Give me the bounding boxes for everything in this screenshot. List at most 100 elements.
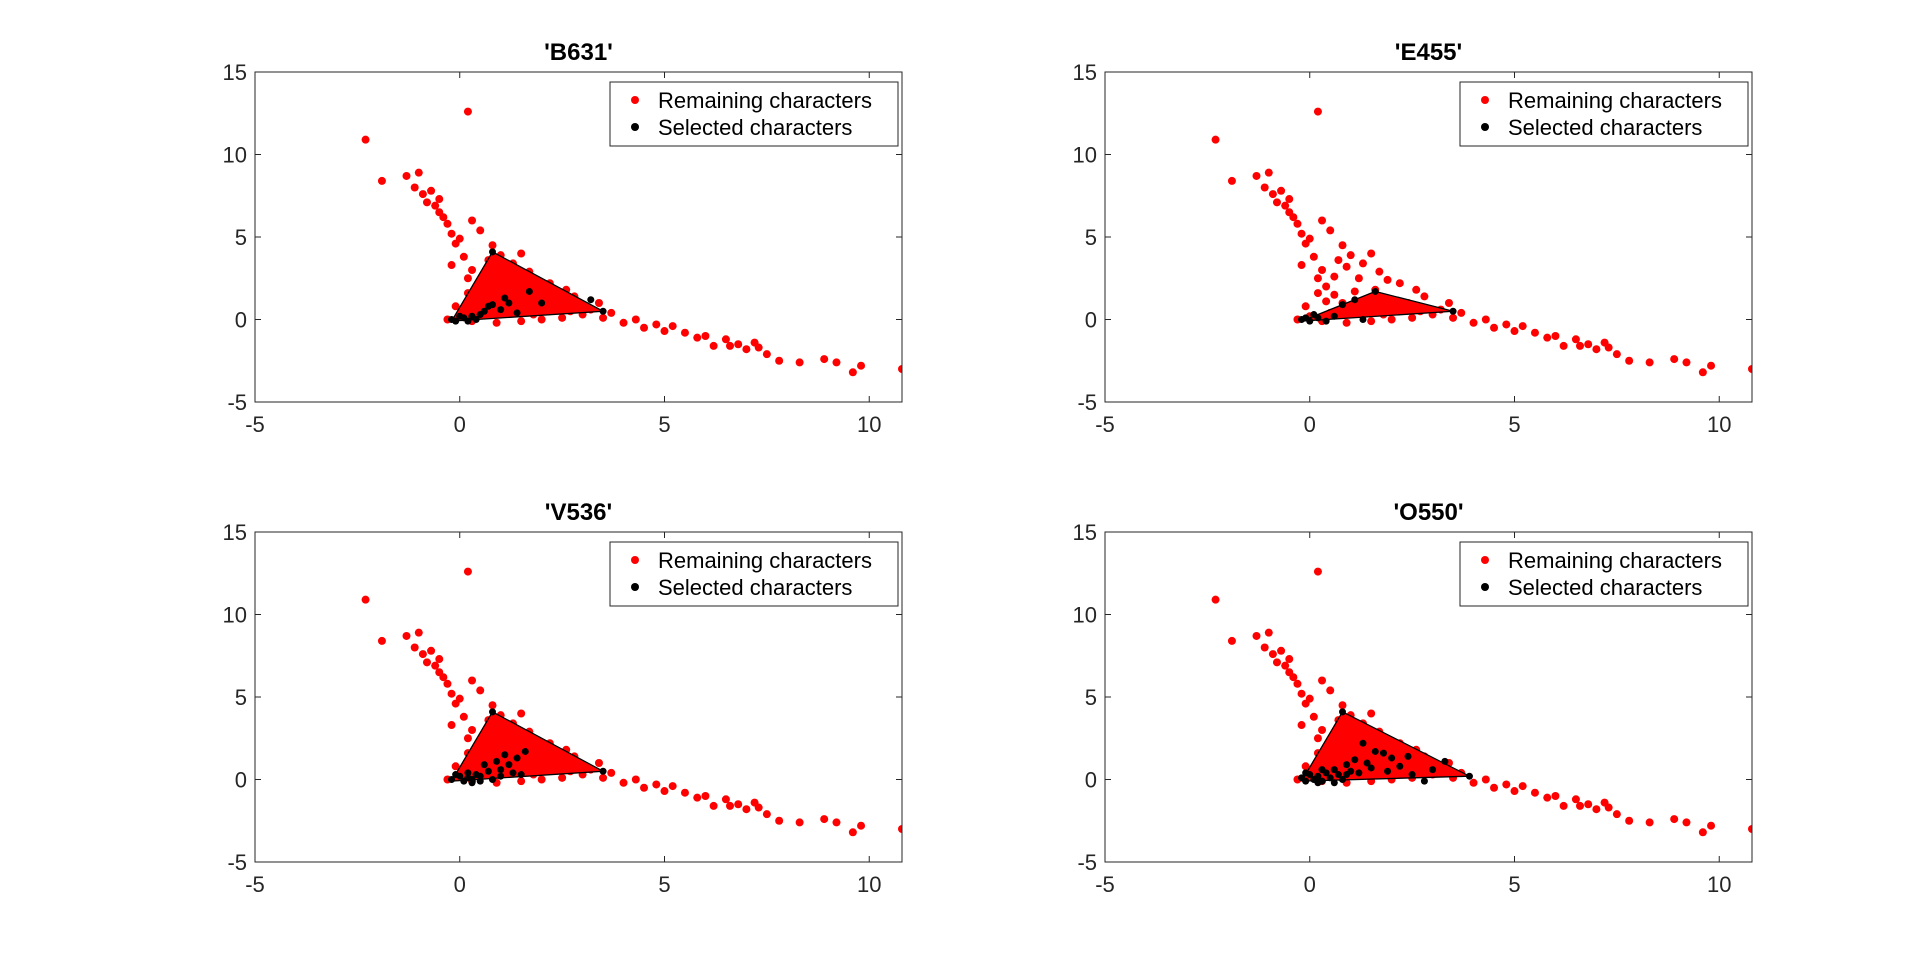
hull-outline bbox=[450, 710, 606, 782]
legend-label: Remaining characters bbox=[658, 548, 872, 573]
point-selected bbox=[1465, 772, 1473, 780]
legend-label: Remaining characters bbox=[1508, 548, 1722, 573]
y-tick-label: 10 bbox=[1073, 603, 1097, 628]
point-selected bbox=[1441, 757, 1449, 765]
point-selected bbox=[1330, 766, 1338, 774]
point-selected bbox=[1420, 777, 1428, 785]
point-remaining bbox=[709, 801, 718, 810]
point-remaining bbox=[447, 261, 456, 270]
point-remaining bbox=[435, 195, 444, 204]
point-remaining bbox=[1313, 107, 1322, 116]
point-remaining bbox=[594, 759, 603, 767]
point-remaining bbox=[476, 226, 485, 235]
x-tick-label: 10 bbox=[1707, 412, 1731, 437]
point-remaining bbox=[762, 350, 771, 359]
point-remaining bbox=[721, 795, 730, 804]
point-remaining bbox=[1387, 775, 1396, 784]
point-remaining bbox=[480, 290, 489, 299]
point-remaining bbox=[476, 686, 485, 695]
point-remaining bbox=[492, 262, 501, 271]
hull-fill bbox=[1301, 291, 1454, 322]
data-layer bbox=[361, 107, 902, 377]
point-selected bbox=[493, 757, 501, 765]
plot-title: 'O550' bbox=[1393, 499, 1463, 526]
data-layer bbox=[1211, 567, 1752, 837]
point-selected bbox=[489, 776, 497, 783]
point-remaining bbox=[1551, 332, 1560, 340]
point-remaining bbox=[1211, 135, 1220, 144]
point-remaining bbox=[1625, 356, 1634, 365]
point-remaining bbox=[533, 275, 542, 284]
point-remaining bbox=[1305, 694, 1314, 703]
point-remaining bbox=[1502, 320, 1511, 329]
point-selected bbox=[1330, 779, 1338, 787]
point-remaining bbox=[541, 763, 550, 772]
point-remaining bbox=[517, 249, 526, 258]
plot-title: 'E455' bbox=[1395, 39, 1462, 66]
point-remaining bbox=[1428, 770, 1437, 779]
point-remaining bbox=[1420, 292, 1429, 301]
point-remaining bbox=[734, 800, 743, 809]
x-tick-label: 0 bbox=[1304, 412, 1316, 437]
point-remaining bbox=[468, 216, 477, 225]
point-selected bbox=[505, 761, 513, 769]
point-remaining bbox=[1367, 777, 1376, 786]
point-remaining bbox=[1326, 686, 1335, 695]
point-remaining bbox=[1481, 775, 1490, 784]
point-selected bbox=[1351, 296, 1359, 304]
point-selected bbox=[1314, 772, 1322, 780]
point-remaining bbox=[701, 792, 710, 800]
point-remaining bbox=[410, 643, 419, 652]
point-remaining bbox=[1543, 333, 1552, 342]
point-remaining bbox=[1309, 712, 1318, 721]
point-remaining bbox=[455, 694, 464, 703]
point-remaining bbox=[1322, 757, 1331, 766]
point-remaining bbox=[1576, 801, 1585, 810]
point-remaining bbox=[1469, 778, 1478, 787]
x-tick-label: 0 bbox=[454, 872, 466, 897]
point-remaining bbox=[795, 818, 804, 827]
point-remaining bbox=[447, 689, 456, 698]
point-remaining bbox=[1416, 767, 1425, 776]
point-remaining bbox=[1449, 773, 1458, 782]
point-selected bbox=[599, 307, 607, 315]
point-remaining bbox=[439, 213, 448, 222]
point-remaining bbox=[599, 313, 608, 322]
point-remaining bbox=[1297, 721, 1306, 730]
point-remaining bbox=[468, 726, 477, 734]
point-remaining bbox=[775, 356, 784, 365]
point-remaining bbox=[529, 770, 538, 779]
point-selected bbox=[480, 307, 488, 315]
point-remaining bbox=[726, 801, 735, 810]
point-remaining bbox=[1289, 673, 1298, 682]
point-remaining bbox=[402, 171, 411, 180]
point-selected bbox=[497, 766, 505, 774]
point-remaining bbox=[463, 734, 472, 743]
point-remaining bbox=[1354, 734, 1363, 743]
axes-border bbox=[1104, 531, 1753, 863]
point-remaining bbox=[1272, 658, 1281, 667]
point-remaining bbox=[1698, 368, 1707, 377]
legend-marker-remaining bbox=[1481, 96, 1489, 104]
point-selected bbox=[464, 769, 472, 777]
point-remaining bbox=[459, 252, 468, 261]
point-remaining bbox=[447, 229, 456, 238]
point-remaining bbox=[1277, 186, 1286, 195]
point-selected bbox=[521, 747, 529, 755]
y-tick-label: 0 bbox=[1085, 768, 1097, 793]
point-remaining bbox=[1748, 825, 1752, 833]
y-tick-label: 10 bbox=[223, 143, 247, 168]
point-remaining bbox=[472, 282, 481, 291]
point-remaining bbox=[1334, 256, 1343, 265]
point-selected bbox=[472, 316, 480, 323]
point-remaining bbox=[1502, 780, 1511, 789]
point-selected bbox=[480, 761, 488, 769]
point-remaining bbox=[402, 631, 411, 640]
point-remaining bbox=[1342, 318, 1351, 327]
point-remaining bbox=[1293, 679, 1302, 688]
legend-marker-selected bbox=[631, 123, 639, 131]
point-remaining bbox=[517, 709, 526, 718]
point-remaining bbox=[1404, 759, 1413, 767]
point-selected bbox=[484, 767, 492, 775]
